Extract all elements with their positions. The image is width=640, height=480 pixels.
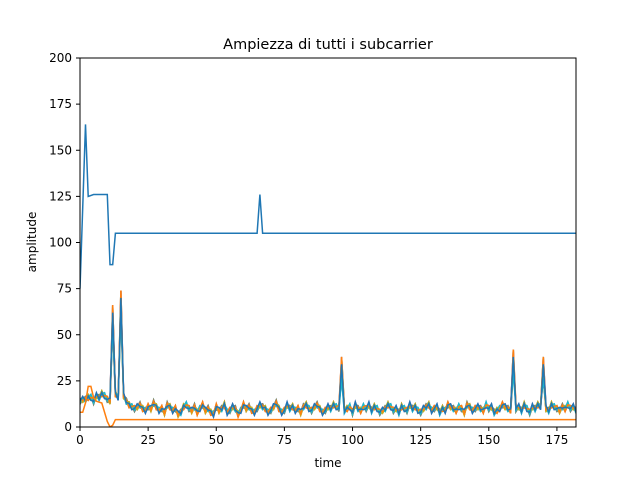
- y-tick-label: 200: [49, 51, 72, 65]
- series-line-subcarrier-10: [80, 297, 576, 420]
- y-tick-label: 100: [49, 236, 72, 250]
- x-tick-label: 100: [341, 433, 364, 447]
- series-line-2: [80, 385, 576, 427]
- y-tick-label: 50: [57, 328, 72, 342]
- x-tick-label: 50: [209, 433, 224, 447]
- x-tick-label: 125: [409, 433, 432, 447]
- x-tick-label: 150: [477, 433, 500, 447]
- series-layer: [80, 124, 576, 427]
- y-tick-label: 150: [49, 143, 72, 157]
- y-axis-label: amplitude: [25, 212, 39, 273]
- y-tick-label: 175: [49, 97, 72, 111]
- x-tick-label: 0: [76, 433, 84, 447]
- x-tick-label: 25: [140, 433, 155, 447]
- x-axis: 0 25 50 75 100 125 150 175: [76, 427, 568, 447]
- y-tick-label: 25: [57, 374, 72, 388]
- x-axis-label: time: [314, 456, 341, 470]
- series-line-1: [80, 124, 576, 289]
- x-tick-label: 75: [277, 433, 292, 447]
- chart-title: Ampiezza di tutti i subcarrier: [223, 37, 433, 53]
- y-tick-label: 75: [57, 282, 72, 296]
- x-tick-label: 175: [545, 433, 568, 447]
- y-axis: 0 25 50 75 100 125 150 175 200: [49, 51, 80, 434]
- y-tick-label: 125: [49, 189, 72, 203]
- y-tick-label: 0: [64, 420, 72, 434]
